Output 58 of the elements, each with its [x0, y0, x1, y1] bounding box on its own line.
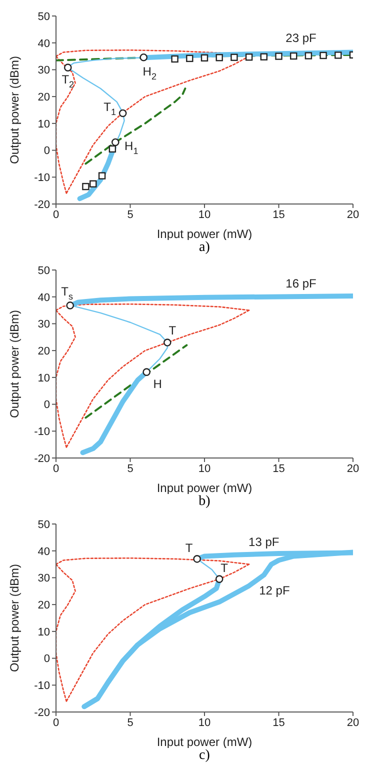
x-tick-label: 0 [52, 208, 60, 221]
annotation: T [220, 561, 229, 576]
x-tick-label: 5 [127, 716, 134, 729]
y-tick-label: 40 [38, 546, 50, 558]
x-tick-label: 0 [52, 716, 60, 729]
x-tick-label: 20 [346, 208, 360, 221]
y-tick-label: 20 [38, 345, 50, 358]
y-tick-label: 10 [38, 118, 50, 130]
annotation: T$_{s}$ [61, 284, 74, 302]
y-tick-label: 0 [44, 399, 50, 412]
x-tick-label: 0 [52, 462, 60, 475]
x-tick-label: 15 [272, 208, 285, 221]
y-tick-label: 30 [38, 318, 50, 331]
text: a) [198, 240, 211, 257]
y-tick-label: -20 [34, 452, 50, 465]
annotation: T [185, 540, 194, 555]
annotation: H$_{2}$ [142, 64, 156, 82]
y-tick-label: -10 [34, 426, 50, 438]
y-tick-label: 0 [44, 653, 50, 666]
y-tick-label: 50 [38, 10, 50, 23]
y-tick-label: 50 [38, 264, 50, 277]
x-tick-label: 20 [346, 716, 360, 729]
y-axis-title: Output power (dBm) [7, 564, 22, 672]
annotation: 13 pF [248, 535, 280, 550]
y-tick-label: 10 [38, 372, 50, 384]
x-tick-label: 10 [198, 462, 211, 475]
text: b) [198, 494, 212, 511]
y-tick-label: 40 [38, 38, 50, 50]
x-tick-label: 5 [127, 208, 134, 221]
y-tick-label: -20 [34, 198, 50, 211]
annotation: T [168, 324, 177, 338]
text: c) [198, 748, 211, 765]
x-tick-label: 5 [127, 462, 134, 475]
annotation: 12 pF [259, 583, 290, 598]
annotation: T$_{2}$ [62, 72, 74, 90]
y-tick-label: 10 [38, 626, 50, 638]
y-tick-label: -10 [34, 680, 50, 692]
y-tick-label: 20 [38, 91, 50, 104]
x-tick-label: 15 [272, 716, 285, 729]
x-tick-label: 20 [346, 462, 360, 475]
y-axis-title: Output power (dBm) [7, 310, 22, 418]
annotation: 16 pF [286, 276, 316, 290]
y-tick-label: 30 [38, 64, 50, 77]
x-tick-label: 10 [198, 716, 211, 729]
y-tick-label: 50 [38, 518, 50, 531]
y-tick-label: -20 [34, 706, 50, 719]
y-tick-label: 40 [38, 292, 50, 304]
y-axis-title: Output power (dBm) [7, 56, 22, 164]
x-tick-label: 15 [272, 462, 285, 475]
y-tick-label: 20 [38, 599, 50, 612]
annotation: H [153, 377, 162, 392]
annotation: T$_{1}$ [104, 100, 116, 118]
annotation: H$_{1}$ [124, 139, 138, 156]
x-tick-label: 10 [198, 208, 211, 221]
y-tick-label: -10 [34, 172, 50, 184]
y-tick-label: 30 [38, 572, 50, 585]
y-tick-label: 0 [44, 145, 50, 158]
annotation: 23 pF [286, 31, 316, 46]
